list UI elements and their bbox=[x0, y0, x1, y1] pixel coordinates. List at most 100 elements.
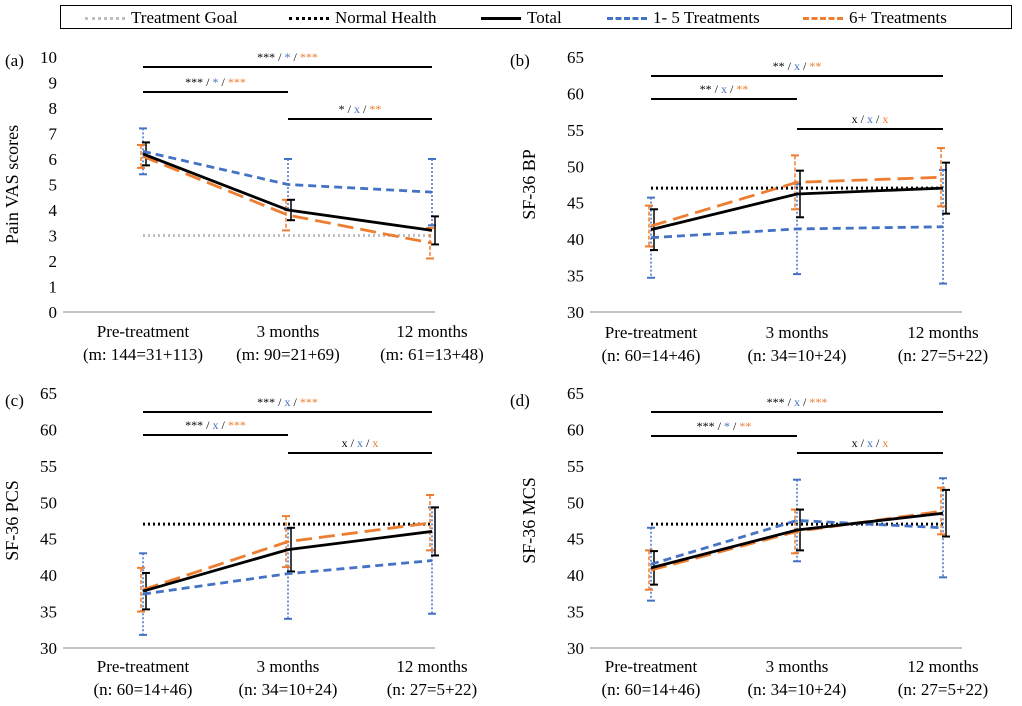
significance-separator: / bbox=[800, 395, 809, 409]
significance-separator: / bbox=[785, 395, 794, 409]
y-axis-label: SF-36 PCS bbox=[2, 480, 22, 561]
legend-swatch-6plus-treatments bbox=[803, 16, 843, 20]
significance-mark: x bbox=[867, 436, 873, 450]
error-bar-low bbox=[139, 127, 147, 176]
significance-label: *** / x / *** bbox=[185, 418, 246, 432]
y-tick-label: 2 bbox=[49, 252, 58, 271]
x-tick-sublabel: (n: 27=5+22) bbox=[898, 346, 988, 365]
y-tick-label: 50 bbox=[567, 157, 584, 176]
y-tick-label: 0 bbox=[49, 303, 58, 322]
significance-mark: x bbox=[372, 436, 378, 450]
legend-label-total: Total bbox=[527, 8, 562, 27]
significance-label: *** / * / ** bbox=[697, 419, 752, 433]
significance-mark: x bbox=[882, 436, 888, 450]
y-tick-label: 4 bbox=[49, 201, 58, 220]
y-tick-label: 35 bbox=[567, 267, 584, 286]
legend-item-normal-health: Normal Health bbox=[289, 7, 437, 29]
legend-label-1-5-treatments: 1- 5 Treatments bbox=[653, 8, 760, 27]
x-tick-label: Pre-treatment bbox=[605, 657, 698, 676]
significance-separator: / bbox=[712, 82, 721, 96]
significance-mark: *** bbox=[185, 418, 203, 432]
x-tick-label: 3 months bbox=[257, 657, 320, 676]
significance-mark: *** bbox=[809, 395, 827, 409]
panel-label: (d) bbox=[510, 391, 530, 410]
x-tick-label: Pre-treatment bbox=[605, 323, 698, 342]
significance-mark: x bbox=[285, 395, 291, 409]
y-axis-label: SF-36 BP bbox=[519, 149, 539, 220]
significance-mark: *** bbox=[257, 395, 275, 409]
legend-swatch-normal-health bbox=[289, 16, 329, 20]
significance-separator: / bbox=[727, 82, 736, 96]
error-bar-high bbox=[282, 198, 290, 232]
y-tick-label: 5 bbox=[49, 176, 58, 195]
significance-label: x / x / x bbox=[342, 436, 379, 450]
significance-mark: x bbox=[882, 112, 888, 126]
x-tick-sublabel: (n: 27=5+22) bbox=[898, 680, 988, 699]
x-tick-sublabel: (n: 60=14+46) bbox=[94, 680, 193, 699]
y-tick-label: 30 bbox=[40, 639, 57, 658]
significance-label: ** / x / ** bbox=[773, 59, 822, 73]
series-line-low bbox=[650, 519, 944, 566]
error-bar-total bbox=[431, 215, 439, 246]
y-tick-label: 35 bbox=[40, 603, 57, 622]
significance-separator: / bbox=[873, 436, 882, 450]
legend-item-treatment-goal: Treatment Goal bbox=[85, 7, 238, 29]
error-bar-total bbox=[942, 488, 950, 538]
x-tick-label: Pre-treatment bbox=[97, 322, 190, 341]
x-tick-label: 12 months bbox=[396, 657, 467, 676]
chart-panel-4: (d) 30 35 40 45 50 55 60 65 SF-36 MCS Pre-treatmen… bbox=[510, 384, 988, 699]
significance-separator: / bbox=[360, 102, 369, 116]
y-tick-label: 40 bbox=[567, 566, 584, 585]
x-tick-sublabel: (n: 34=10+24) bbox=[748, 346, 847, 365]
y-tick-label: 50 bbox=[567, 493, 584, 512]
y-tick-label: 9 bbox=[49, 74, 58, 93]
significance-mark: ** bbox=[700, 82, 712, 96]
significance-label: ** / x / ** bbox=[700, 82, 749, 96]
y-tick-label: 3 bbox=[49, 227, 58, 246]
y-tick-label: 40 bbox=[567, 230, 584, 249]
y-tick-label: 60 bbox=[40, 420, 57, 439]
y-tick-label: 55 bbox=[567, 121, 584, 140]
error-bar-total bbox=[942, 161, 950, 215]
x-tick-label: 3 months bbox=[766, 657, 829, 676]
chart-legend: Treatment Goal Normal Health Total 1- 5 … bbox=[60, 5, 1012, 29]
significance-label: *** / x / *** bbox=[257, 395, 318, 409]
y-tick-label: 40 bbox=[40, 566, 57, 585]
significance-label: * / x / ** bbox=[339, 102, 382, 116]
significance-separator: / bbox=[873, 112, 882, 126]
y-tick-label: 7 bbox=[49, 125, 58, 144]
y-tick-label: 55 bbox=[40, 457, 57, 476]
x-tick-sublabel: (m: 144=31+113) bbox=[83, 345, 203, 364]
legend-label-6plus-treatments: 6+ Treatments bbox=[849, 8, 947, 27]
y-axis-label: Pain VAS scores bbox=[2, 125, 22, 244]
significance-separator: / bbox=[203, 75, 212, 89]
error-bar-high bbox=[937, 486, 945, 536]
series-line-high bbox=[142, 155, 433, 245]
y-tick-label: 45 bbox=[567, 194, 584, 213]
significance-mark: *** bbox=[228, 75, 246, 89]
significance-separator: / bbox=[800, 59, 809, 73]
y-tick-label: 30 bbox=[567, 639, 584, 658]
y-tick-label: 50 bbox=[40, 493, 57, 512]
error-bar-high bbox=[137, 143, 145, 169]
panel-label: (b) bbox=[510, 51, 530, 70]
significance-label: x / x / x bbox=[852, 436, 889, 450]
significance-label: *** / * / *** bbox=[257, 50, 318, 64]
x-tick-sublabel: (n: 60=14+46) bbox=[602, 346, 701, 365]
significance-separator: / bbox=[348, 436, 357, 450]
x-tick-sublabel: (n: 34=10+24) bbox=[748, 680, 847, 699]
y-tick-label: 65 bbox=[567, 48, 584, 67]
x-tick-label: 3 months bbox=[257, 322, 320, 341]
significance-mark: *** bbox=[697, 419, 715, 433]
legend-swatch-treatment-goal bbox=[85, 16, 125, 20]
legend-swatch-1-5-treatments bbox=[607, 16, 647, 20]
y-tick-label: 35 bbox=[567, 603, 584, 622]
significance-mark: *** bbox=[300, 50, 318, 64]
significance-mark: *** bbox=[300, 395, 318, 409]
error-bar-high bbox=[426, 494, 434, 552]
significance-mark: ** bbox=[809, 59, 821, 73]
y-tick-label: 10 bbox=[40, 48, 57, 67]
significance-separator: / bbox=[203, 418, 212, 432]
significance-label: *** / * / *** bbox=[185, 75, 246, 89]
